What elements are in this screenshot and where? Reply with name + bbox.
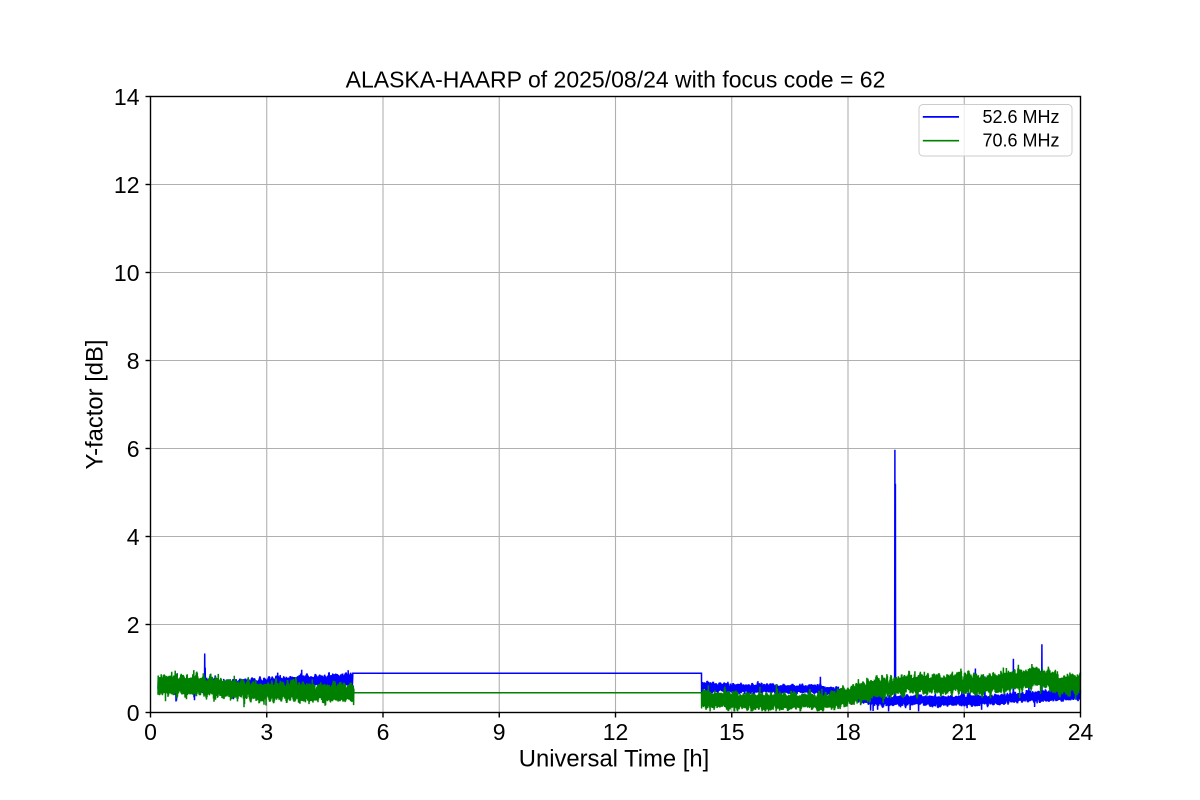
svg-text:21: 21 — [951, 719, 977, 745]
svg-text:12: 12 — [603, 719, 629, 745]
svg-text:0: 0 — [144, 719, 157, 745]
svg-text:15: 15 — [719, 719, 745, 745]
svg-text:0: 0 — [127, 700, 140, 726]
svg-text:4: 4 — [127, 524, 140, 550]
svg-text:12: 12 — [114, 172, 140, 198]
svg-text:Universal Time [h]: Universal Time [h] — [519, 746, 709, 773]
svg-text:ALASKA-HAARP of 2025/08/24 wit: ALASKA-HAARP of 2025/08/24 with focus co… — [346, 67, 886, 93]
svg-text:10: 10 — [114, 260, 140, 286]
svg-text:52.6 MHz: 52.6 MHz — [983, 107, 1060, 127]
svg-text:14: 14 — [114, 84, 140, 110]
svg-text:9: 9 — [493, 719, 506, 745]
svg-text:24: 24 — [1068, 719, 1094, 745]
svg-text:3: 3 — [260, 719, 273, 745]
svg-text:2: 2 — [127, 612, 140, 638]
svg-text:Y-factor [dB]: Y-factor [dB] — [82, 339, 109, 469]
svg-text:6: 6 — [377, 719, 390, 745]
svg-text:70.6 MHz: 70.6 MHz — [983, 131, 1060, 151]
svg-text:8: 8 — [127, 348, 140, 374]
svg-text:6: 6 — [127, 436, 140, 462]
svg-text:18: 18 — [835, 719, 861, 745]
